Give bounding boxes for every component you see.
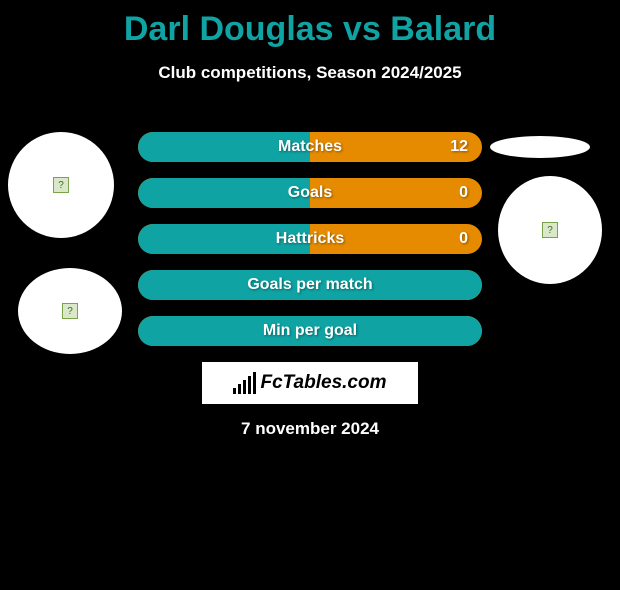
brand-logo[interactable]: FcTables.com bbox=[202, 362, 418, 404]
page-title: Darl Douglas vs Balard bbox=[0, 10, 620, 49]
player-left-avatar bbox=[8, 132, 114, 238]
stat-row: Goals 0 bbox=[138, 178, 482, 208]
stat-row: Goals per match bbox=[138, 270, 482, 300]
player-right-avatar bbox=[498, 176, 602, 284]
stat-label: Goals bbox=[288, 184, 332, 202]
image-placeholder-icon bbox=[53, 177, 69, 193]
bar-chart-icon bbox=[233, 372, 256, 394]
stat-label: Matches bbox=[278, 138, 342, 156]
stat-row: Hattricks 0 bbox=[138, 224, 482, 254]
image-placeholder-icon bbox=[62, 303, 78, 319]
club-right-oval bbox=[490, 136, 590, 158]
subtitle: Club competitions, Season 2024/2025 bbox=[0, 63, 620, 83]
brand-logo-text: FcTables.com bbox=[260, 372, 386, 394]
image-placeholder-icon bbox=[542, 222, 558, 238]
stat-label: Min per goal bbox=[263, 322, 357, 340]
stat-label: Goals per match bbox=[247, 276, 372, 294]
stats-container: Matches 12 Goals 0 Hattricks 0 Goals per match… bbox=[138, 132, 482, 362]
stat-row: Min per goal bbox=[138, 316, 482, 346]
stat-value-right: 12 bbox=[450, 138, 468, 156]
stat-row: Matches 12 bbox=[138, 132, 482, 162]
stat-label: Hattricks bbox=[276, 230, 344, 248]
stat-value-right: 0 bbox=[459, 184, 468, 202]
date-label: 7 november 2024 bbox=[0, 419, 620, 439]
club-left-avatar bbox=[18, 268, 122, 354]
stat-value-right: 0 bbox=[459, 230, 468, 248]
stat-fill-left bbox=[138, 178, 310, 208]
